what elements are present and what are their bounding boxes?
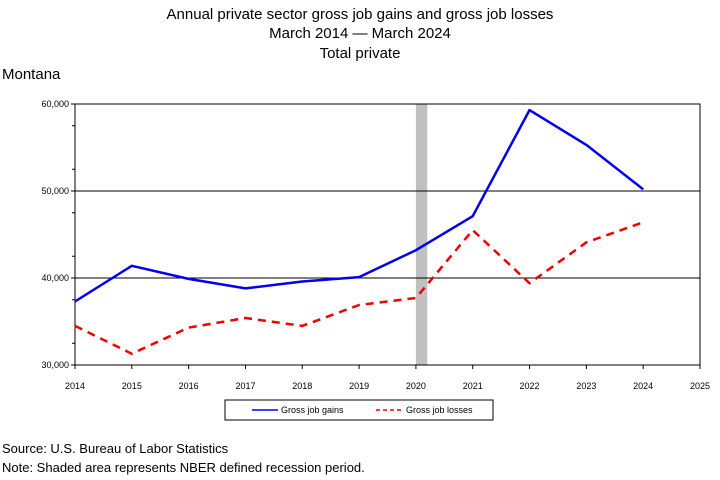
- x-tick-label-11: 2025: [690, 381, 710, 391]
- x-tick-label-2: 2016: [179, 381, 199, 391]
- legend-gains-label: Gross job gains: [281, 405, 344, 415]
- x-tick-label-0: 2014: [65, 381, 85, 391]
- x-tick-label-4: 2018: [292, 381, 312, 391]
- chart-title-line-3: Total private: [320, 45, 401, 62]
- y-tick-label-1: 40,000: [41, 273, 69, 283]
- x-tick-label-6: 2020: [406, 381, 426, 391]
- plot-frame: [74, 103, 701, 366]
- series-gross-job-losses-line: [74, 221, 644, 355]
- y-tick-label-3: 60,000: [41, 99, 69, 109]
- footer-note: Note: Shaded area represents NBER define…: [2, 460, 365, 475]
- x-tick-label-5: 2019: [349, 381, 369, 391]
- legend-losses-label: Gross job losses: [406, 405, 473, 415]
- footer-source: Source: U.S. Bureau of Labor Statistics: [2, 441, 229, 456]
- series-gross-job-gains-line: [74, 108, 644, 303]
- x-tick-label-9: 2023: [576, 381, 596, 391]
- plot-area: 30,000 40,000 50,000 60,000 2014 2015 2016 2017…: [41, 99, 710, 391]
- recession-shading: [415, 104, 428, 365]
- y-tick-label-0: 30,000: [41, 360, 69, 370]
- x-tick-label-8: 2022: [520, 381, 540, 391]
- x-tick-label-3: 2017: [235, 381, 255, 391]
- x-tick-label-7: 2021: [463, 381, 483, 391]
- y-tick-label-2: 50,000: [41, 186, 69, 196]
- x-tick-label-10: 2024: [633, 381, 653, 391]
- chart-title-line-2: March 2014 — March 2024: [269, 25, 451, 42]
- chart-title-line-1: Annual private sector gross job gains an…: [167, 6, 554, 23]
- x-tick-label-1: 2015: [122, 381, 142, 391]
- state-label: Montana: [2, 66, 61, 83]
- legend-box: [224, 399, 494, 421]
